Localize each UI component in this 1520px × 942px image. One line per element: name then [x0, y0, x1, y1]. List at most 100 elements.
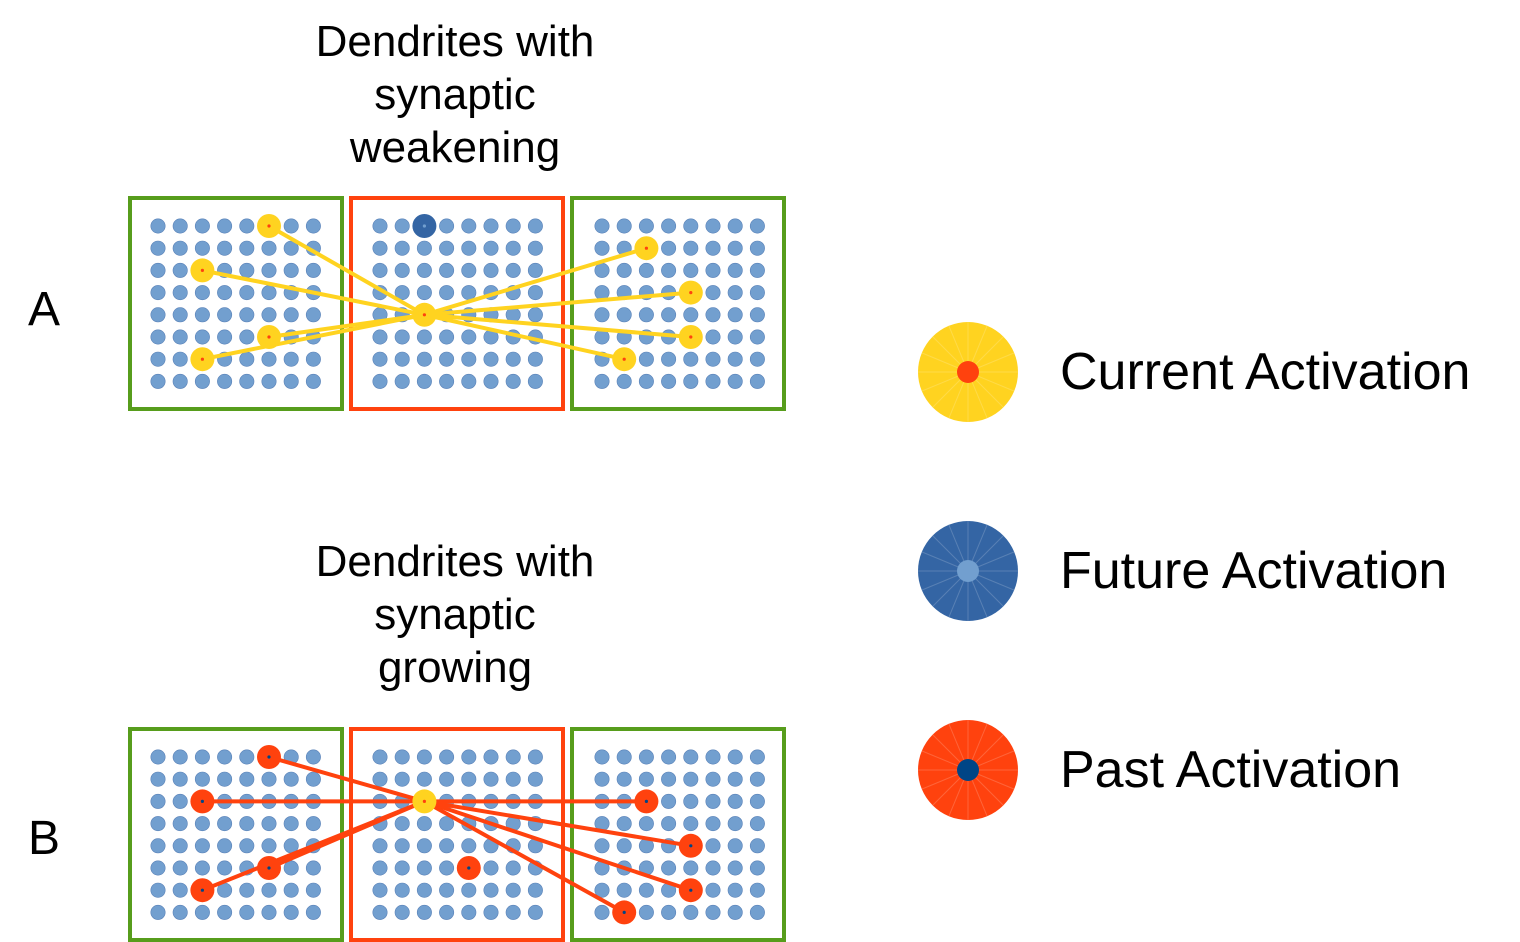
- cell-dot: [594, 262, 610, 278]
- cell-dot: [594, 771, 610, 787]
- cell-dot: [594, 307, 610, 323]
- cell-dot: [749, 262, 765, 278]
- cell-dot: [705, 373, 721, 389]
- cell-dot: [283, 882, 299, 898]
- cell-dot: [261, 771, 277, 787]
- synapse-link: [422, 799, 627, 915]
- cell-dot: [172, 351, 188, 367]
- cell-dot: [749, 285, 765, 301]
- cell-dot: [194, 860, 210, 876]
- cell-dot: [150, 749, 166, 765]
- cell-dot: [683, 240, 699, 256]
- cell-dot: [194, 749, 210, 765]
- cell-dot: [439, 904, 455, 920]
- cell-dot: [461, 749, 477, 765]
- cell-dot: [372, 373, 388, 389]
- cell-dot: [749, 218, 765, 234]
- cell-dot: [461, 285, 477, 301]
- cell-dot: [194, 816, 210, 832]
- cell-dot: [394, 860, 410, 876]
- cell-dot: [727, 816, 743, 832]
- cell-dot: [527, 262, 543, 278]
- cell-dot: [372, 860, 388, 876]
- cell-dot: [217, 860, 233, 876]
- cell-dot: [217, 904, 233, 920]
- cell-dot: [394, 838, 410, 854]
- cell-dot: [727, 373, 743, 389]
- past-activation-node-center: [622, 910, 626, 915]
- cell-dot: [172, 307, 188, 323]
- cell-dot: [594, 218, 610, 234]
- cell-dot: [239, 882, 255, 898]
- cell-dot: [683, 373, 699, 389]
- cell-dot: [661, 749, 677, 765]
- cell-dot: [416, 904, 432, 920]
- cell-dot: [749, 816, 765, 832]
- cell-dot: [150, 860, 166, 876]
- cell-dot: [749, 904, 765, 920]
- cell-dot: [394, 329, 410, 345]
- cell-dot: [194, 285, 210, 301]
- cell-dot: [439, 262, 455, 278]
- cell-dot: [439, 838, 455, 854]
- cell-dot: [705, 285, 721, 301]
- cell-dot: [661, 860, 677, 876]
- synapse-link: [422, 799, 693, 848]
- cell-dot: [749, 838, 765, 854]
- cell-dot: [638, 218, 654, 234]
- cell-dot: [483, 373, 499, 389]
- cell-dot: [483, 351, 499, 367]
- synapse-link: [422, 246, 649, 317]
- current-activation-node-center: [644, 246, 649, 250]
- cell-dot: [638, 882, 654, 898]
- synapse-link: [422, 312, 693, 339]
- cell-dot: [305, 771, 321, 787]
- cell-dot: [239, 240, 255, 256]
- cell-dot: [194, 838, 210, 854]
- cell-dot: [616, 218, 632, 234]
- cell-dot: [261, 351, 277, 367]
- past-activation-node-center: [689, 888, 693, 892]
- cell-dot: [305, 307, 321, 323]
- cell-dot: [217, 307, 233, 323]
- cell-dot: [749, 882, 765, 898]
- cell-dot: [217, 329, 233, 345]
- cell-dot: [705, 351, 721, 367]
- cell-dot: [749, 860, 765, 876]
- cell-dot: [483, 860, 499, 876]
- cell-dot: [305, 882, 321, 898]
- cell-dot: [150, 262, 166, 278]
- cell-dot: [261, 307, 277, 323]
- cell-dot: [394, 771, 410, 787]
- cell-dot: [261, 285, 277, 301]
- cell-dot: [461, 329, 477, 345]
- cell-dot: [727, 329, 743, 345]
- cell-dot: [416, 262, 432, 278]
- cell-dot: [527, 218, 543, 234]
- cell-dot: [661, 373, 677, 389]
- cell-dot: [172, 816, 188, 832]
- cell-dot: [416, 816, 432, 832]
- current-activation-node-center: [689, 335, 693, 339]
- cell-dot: [439, 240, 455, 256]
- panel-a-title-line-1: Dendrites with: [315, 17, 595, 66]
- cell-dot: [261, 240, 277, 256]
- cell-dot: [416, 749, 432, 765]
- cell-dot: [439, 373, 455, 389]
- cell-dot: [616, 816, 632, 832]
- cell-dot: [394, 218, 410, 234]
- cell-dot: [527, 285, 543, 301]
- cell-dot: [172, 904, 188, 920]
- cell-dot: [683, 351, 699, 367]
- legend-icon-center: [957, 759, 979, 781]
- cell-dot: [150, 285, 166, 301]
- past-activation-node-center: [689, 844, 693, 848]
- cell-dot: [483, 240, 499, 256]
- cell-dot: [172, 860, 188, 876]
- past-activation-node-center: [200, 888, 204, 892]
- cell-dot: [527, 373, 543, 389]
- cell-dot: [483, 749, 499, 765]
- cell-dot: [239, 749, 255, 765]
- cell-dot: [749, 771, 765, 787]
- cell-dot: [483, 904, 499, 920]
